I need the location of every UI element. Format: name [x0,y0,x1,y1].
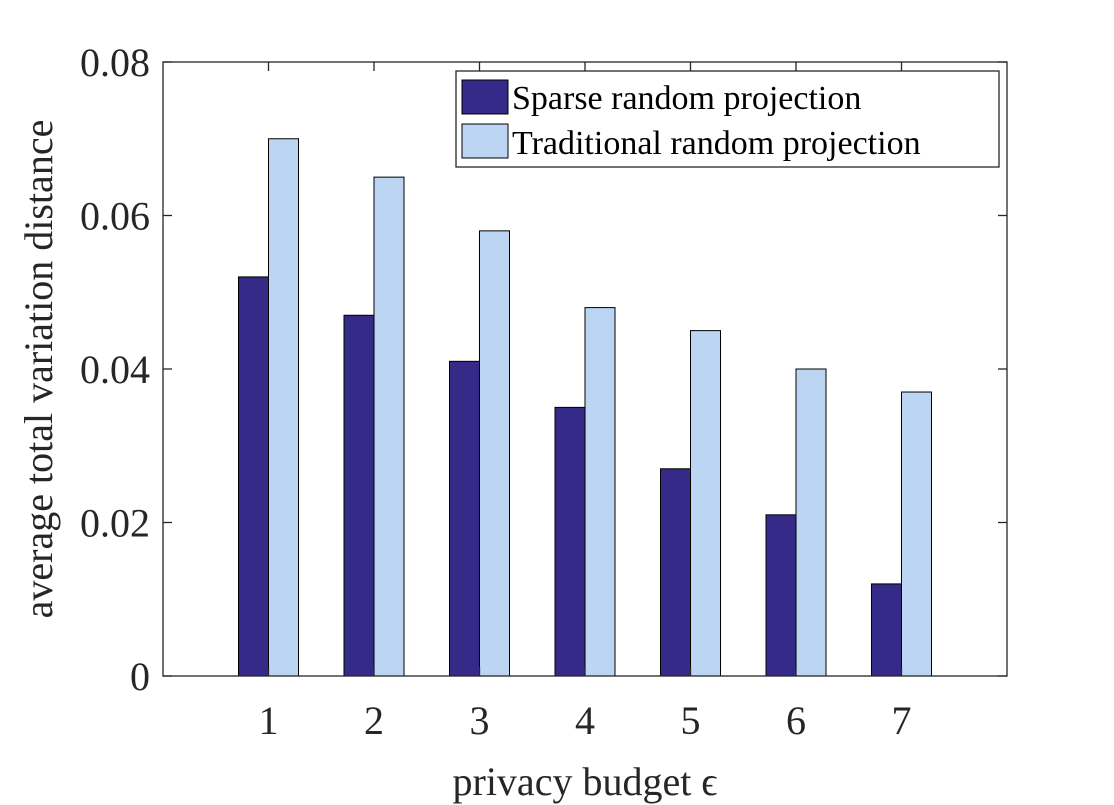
legend-label-sparse: Sparse random projection [512,80,861,117]
bar-sparse-5 [660,468,691,677]
bar-traditional-5 [690,330,721,677]
x-tick-label-7: 7 [892,698,912,743]
x-tick-label-3: 3 [470,698,490,743]
legend-label-traditional: Traditional random projection [512,125,921,162]
bar-sparse-7 [871,583,902,677]
bar-sparse-2 [343,314,375,677]
legend-swatch-sparse [461,79,509,115]
legend-box [455,70,1000,168]
x-tick-label-1: 1 [259,698,279,743]
bar-traditional-7 [901,391,932,677]
x-axis-title: privacy budget ϵ [453,759,718,804]
y-tick-label-4: 0.08 [80,40,150,85]
x-tick-labels: 1 2 3 4 5 6 7 [259,698,912,743]
bar-sparse-6 [765,514,797,677]
x-tick-label-6: 6 [786,698,806,743]
x-tick-label-4: 4 [575,698,595,743]
bar-sparse-1 [238,276,269,677]
x-tick-label-2: 2 [364,698,384,743]
y-tick-labels: 0 0.02 0.04 0.06 0.08 [80,40,150,699]
bar-traditional-4 [584,307,616,677]
bar-sparse-3 [449,360,480,677]
bar-traditional-3 [479,230,510,677]
y-tick-label-3: 0.06 [80,194,150,239]
bar-sparse-4 [554,406,586,677]
y-tick-label-2: 0.04 [80,347,150,392]
x-tick-label-5: 5 [681,698,701,743]
bar-traditional-6 [795,368,827,677]
plot-frame [162,61,1008,677]
legend-swatch-traditional [461,123,509,159]
legend: Sparse random projection Traditional ran… [455,70,1000,168]
bar-traditional-2 [373,176,405,677]
y-tick-label-0: 0 [130,654,150,699]
bars-group [238,138,932,677]
y-tick-label-1: 0.02 [80,501,150,546]
y-axis-title: average total variation distance [16,120,61,619]
bar-traditional-1 [268,138,299,677]
